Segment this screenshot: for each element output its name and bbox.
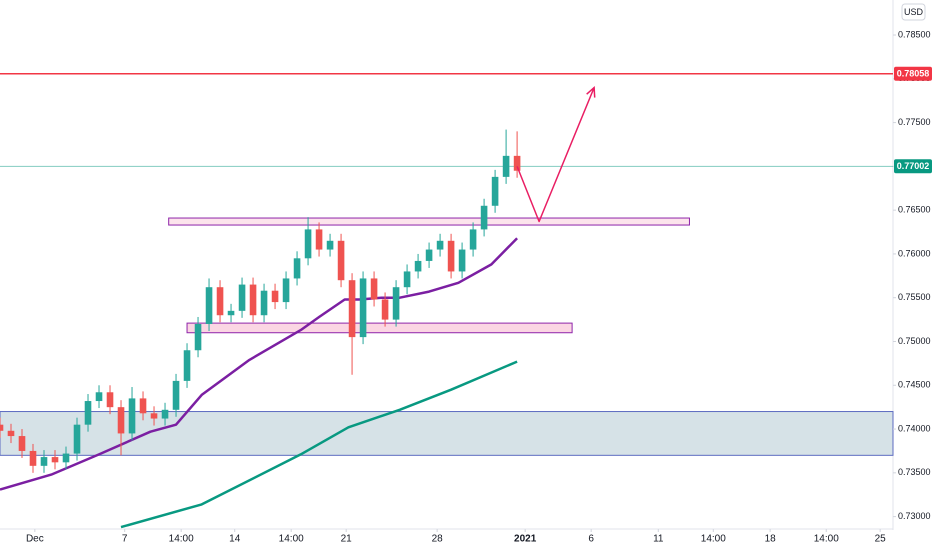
candle-body [370, 278, 378, 300]
y-tick-label: 0.77500 [898, 117, 931, 127]
candle-body [491, 176, 499, 206]
candle-body [205, 287, 213, 324]
candle-body [502, 155, 510, 177]
x-tick-label: 7 [122, 534, 128, 545]
x-tick-label: 14:00 [169, 534, 194, 545]
candle-body [293, 258, 301, 279]
candle-body [249, 284, 257, 316]
y-tick-label: 0.75500 [898, 292, 931, 302]
y-tick-label: 0.78500 [898, 29, 931, 39]
candle-body [216, 287, 224, 316]
currency-label: USD [904, 7, 924, 17]
candle-body [106, 392, 114, 408]
candle-body [73, 424, 81, 454]
candle-body [18, 436, 26, 451]
candle-body [161, 409, 169, 419]
price-label: 0.77002 [897, 161, 930, 171]
x-tick-label: 21 [341, 534, 353, 545]
candle-body [260, 290, 268, 316]
x-tick-label: 18 [765, 534, 777, 545]
moving-average [0, 237, 518, 491]
candle-body [29, 450, 37, 466]
x-tick-label: 14:00 [701, 534, 726, 545]
candle-body [469, 229, 477, 250]
candle-body [436, 240, 444, 250]
arrow-head [586, 85, 596, 98]
candle-body [62, 453, 70, 463]
candle-body [227, 310, 235, 316]
x-tick-label: 28 [432, 534, 444, 545]
candle-body [84, 401, 92, 425]
candle-body [271, 290, 279, 303]
candle-body [172, 380, 180, 410]
y-tick-label: 0.74000 [898, 423, 931, 433]
candle-body [348, 280, 356, 338]
zone [168, 217, 690, 226]
candle-body [326, 240, 334, 250]
price-label-box [894, 66, 932, 81]
candle-body [425, 249, 433, 261]
candle-body [392, 287, 400, 320]
candle-body [282, 278, 290, 303]
candle-body [51, 457, 59, 463]
price-label: 0.78058 [897, 69, 930, 79]
candle-body [7, 430, 15, 437]
candle-body [403, 271, 411, 288]
x-tick-label: 14 [229, 534, 241, 545]
y-tick-label: 0.75000 [898, 336, 931, 346]
candle-body [447, 240, 455, 272]
candle-body [117, 407, 125, 434]
candle-body [458, 249, 466, 272]
projection-arrow [516, 87, 595, 223]
currency-box [901, 3, 926, 21]
candle-body [414, 260, 422, 272]
candle-body [480, 205, 488, 230]
candle-body [304, 229, 312, 259]
candle-body [40, 457, 48, 466]
x-tick-label: 14:00 [814, 534, 839, 545]
candle-body [194, 323, 202, 351]
candle-body [95, 392, 103, 402]
candle-body [238, 284, 246, 311]
x-tick-label: 25 [875, 534, 887, 545]
y-tick-label: 0.73500 [898, 467, 931, 477]
candle-body [381, 299, 389, 320]
zone [186, 322, 573, 334]
candle-body [0, 424, 4, 431]
y-tick-label: 0.73000 [898, 511, 931, 521]
candle-body [315, 229, 323, 250]
candle-body [513, 155, 521, 171]
candle-body [359, 278, 367, 338]
candle-body [183, 350, 191, 381]
price-label-box [894, 159, 932, 174]
x-tick-label: 14:00 [279, 534, 304, 545]
x-tick-label: Dec [26, 534, 44, 545]
candle-body [128, 398, 136, 434]
moving-average [120, 360, 518, 529]
candle-body [139, 398, 147, 414]
y-tick-label: 0.76000 [898, 248, 931, 258]
x-tick-label: 6 [588, 534, 594, 545]
x-tick-label: 11 [653, 534, 664, 545]
y-tick-label: 0.74500 [898, 380, 931, 390]
candle-body [337, 240, 345, 281]
candle-body [150, 413, 158, 419]
y-tick-label: 0.76500 [898, 205, 931, 215]
x-tick-label: 2021 [514, 534, 537, 545]
